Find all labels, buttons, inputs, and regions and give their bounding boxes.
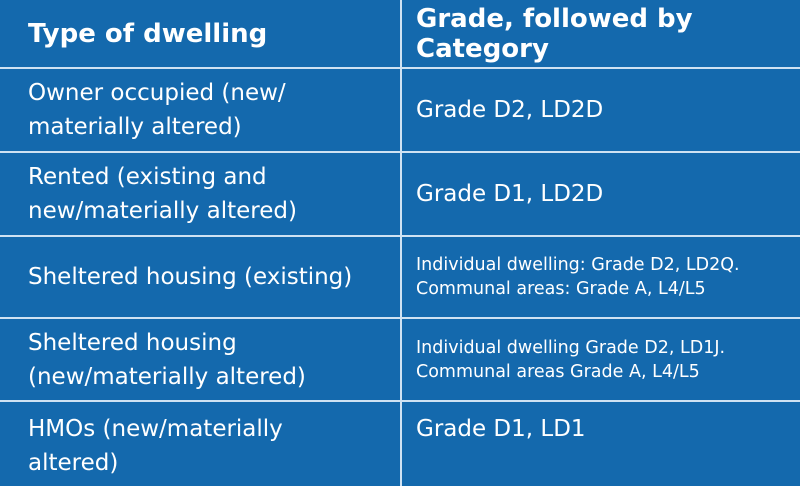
header-col2-label: Grade, followed by Category bbox=[416, 3, 693, 64]
grade-line: Communal areas Grade A, L4/L5 bbox=[416, 361, 700, 382]
dwelling-type-cell: Rented (existing and new/materially alte… bbox=[28, 153, 396, 235]
table-row: HMOs (new/materially altered) Grade D1, … bbox=[0, 402, 800, 486]
dwelling-type-line: Sheltered housing bbox=[28, 329, 237, 356]
dwelling-type-cell: Owner occupied (new/ materially altered) bbox=[28, 69, 396, 151]
table-row: Owner occupied (new/ materially altered)… bbox=[0, 69, 800, 153]
grade-line: Individual dwelling: Grade D2, LD2Q. bbox=[416, 255, 740, 275]
dwelling-type-line: HMOs (new/materially bbox=[28, 416, 283, 442]
header-type-of-dwelling: Type of dwelling bbox=[28, 0, 396, 67]
grade-cell: Grade D1, LD1 bbox=[416, 412, 796, 486]
grade-cell: Grade D2, LD2D bbox=[416, 69, 796, 151]
dwelling-type-line: new/materially altered) bbox=[28, 198, 297, 224]
header-grade-category: Grade, followed by Category bbox=[416, 0, 796, 67]
grade-value: Grade D1, LD1 bbox=[416, 416, 586, 442]
column-divider bbox=[400, 0, 402, 486]
grade-line: Individual dwelling Grade D2, LD1J. bbox=[416, 337, 726, 358]
dwelling-type-line: Rented (existing and bbox=[28, 164, 267, 190]
table-row: Rented (existing and new/materially alte… bbox=[0, 153, 800, 237]
dwelling-type-line: materially altered) bbox=[28, 114, 242, 140]
table-row: Sheltered housing (existing) Individual … bbox=[0, 237, 800, 319]
table-row: Sheltered housing (new/materially altere… bbox=[0, 319, 800, 402]
grade-cell: Individual dwelling Grade D2, LD1J. Comm… bbox=[416, 319, 796, 400]
grade-value: Grade D1, LD2D bbox=[416, 181, 604, 207]
grade-line: Communal areas: Grade A, L4/L5 bbox=[416, 279, 706, 299]
dwelling-type-line: altered) bbox=[28, 450, 119, 476]
grade-cell: Individual dwelling: Grade D2, LD2Q. Com… bbox=[416, 237, 796, 317]
dwelling-type-line: Owner occupied (new/ bbox=[28, 80, 286, 106]
grade-cell: Grade D1, LD2D bbox=[416, 153, 796, 235]
header-col1-label: Type of dwelling bbox=[28, 18, 268, 49]
dwelling-type-cell: HMOs (new/materially altered) bbox=[28, 412, 396, 486]
grade-value: Grade D2, LD2D bbox=[416, 97, 604, 123]
dwelling-type-cell: Sheltered housing (existing) bbox=[28, 237, 396, 317]
dwelling-type-line: (new/materially altered) bbox=[28, 363, 306, 390]
dwelling-type-cell: Sheltered housing (new/materially altere… bbox=[28, 319, 396, 400]
table-header-row: Type of dwelling Grade, followed by Cate… bbox=[0, 0, 800, 69]
dwelling-type-line: Sheltered housing (existing) bbox=[28, 264, 353, 290]
